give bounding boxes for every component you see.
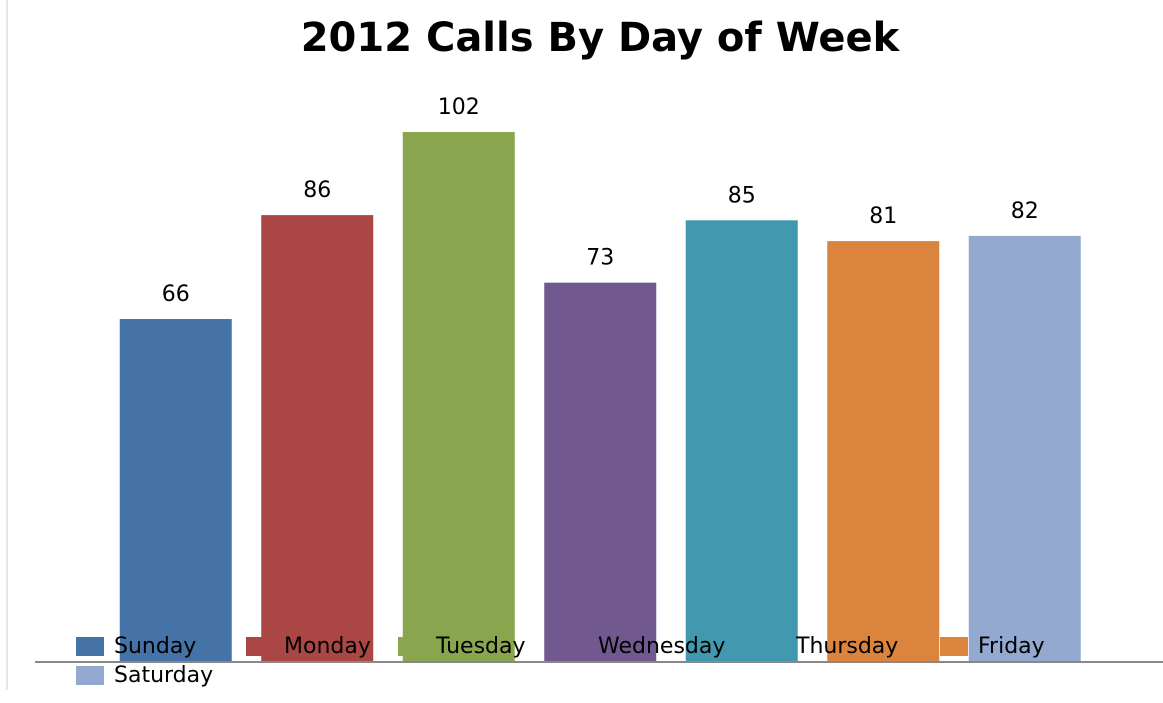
data-label: 82 xyxy=(1011,199,1039,224)
legend-label: Sunday xyxy=(114,634,196,659)
legend-label: Saturday xyxy=(114,663,213,688)
chart-title: 2012 Calls By Day of Week xyxy=(301,15,901,61)
data-label: 66 xyxy=(162,282,190,307)
data-label: 86 xyxy=(303,178,331,203)
legend-swatch xyxy=(940,637,968,656)
bar xyxy=(119,319,232,662)
bar xyxy=(261,215,374,662)
legend-swatch xyxy=(76,666,104,685)
bar xyxy=(544,282,657,662)
legend-label: Monday xyxy=(284,634,371,659)
legend-label: Wednesday xyxy=(598,634,725,659)
bar xyxy=(968,235,1081,662)
legend-label: Friday xyxy=(978,634,1045,659)
bar xyxy=(402,131,515,663)
legend-swatch xyxy=(76,637,104,656)
bar xyxy=(685,220,798,663)
legend-swatch xyxy=(758,637,786,656)
legend-swatch xyxy=(560,637,588,656)
legend-label: Thursday xyxy=(795,634,898,659)
data-label: 81 xyxy=(869,204,897,229)
data-label: 73 xyxy=(586,246,614,271)
legend-swatch xyxy=(398,637,426,656)
bar xyxy=(827,241,940,662)
legend-label: Tuesday xyxy=(435,634,526,659)
legend-swatch xyxy=(246,637,274,656)
data-label: 85 xyxy=(728,183,756,208)
data-label: 102 xyxy=(438,95,480,120)
